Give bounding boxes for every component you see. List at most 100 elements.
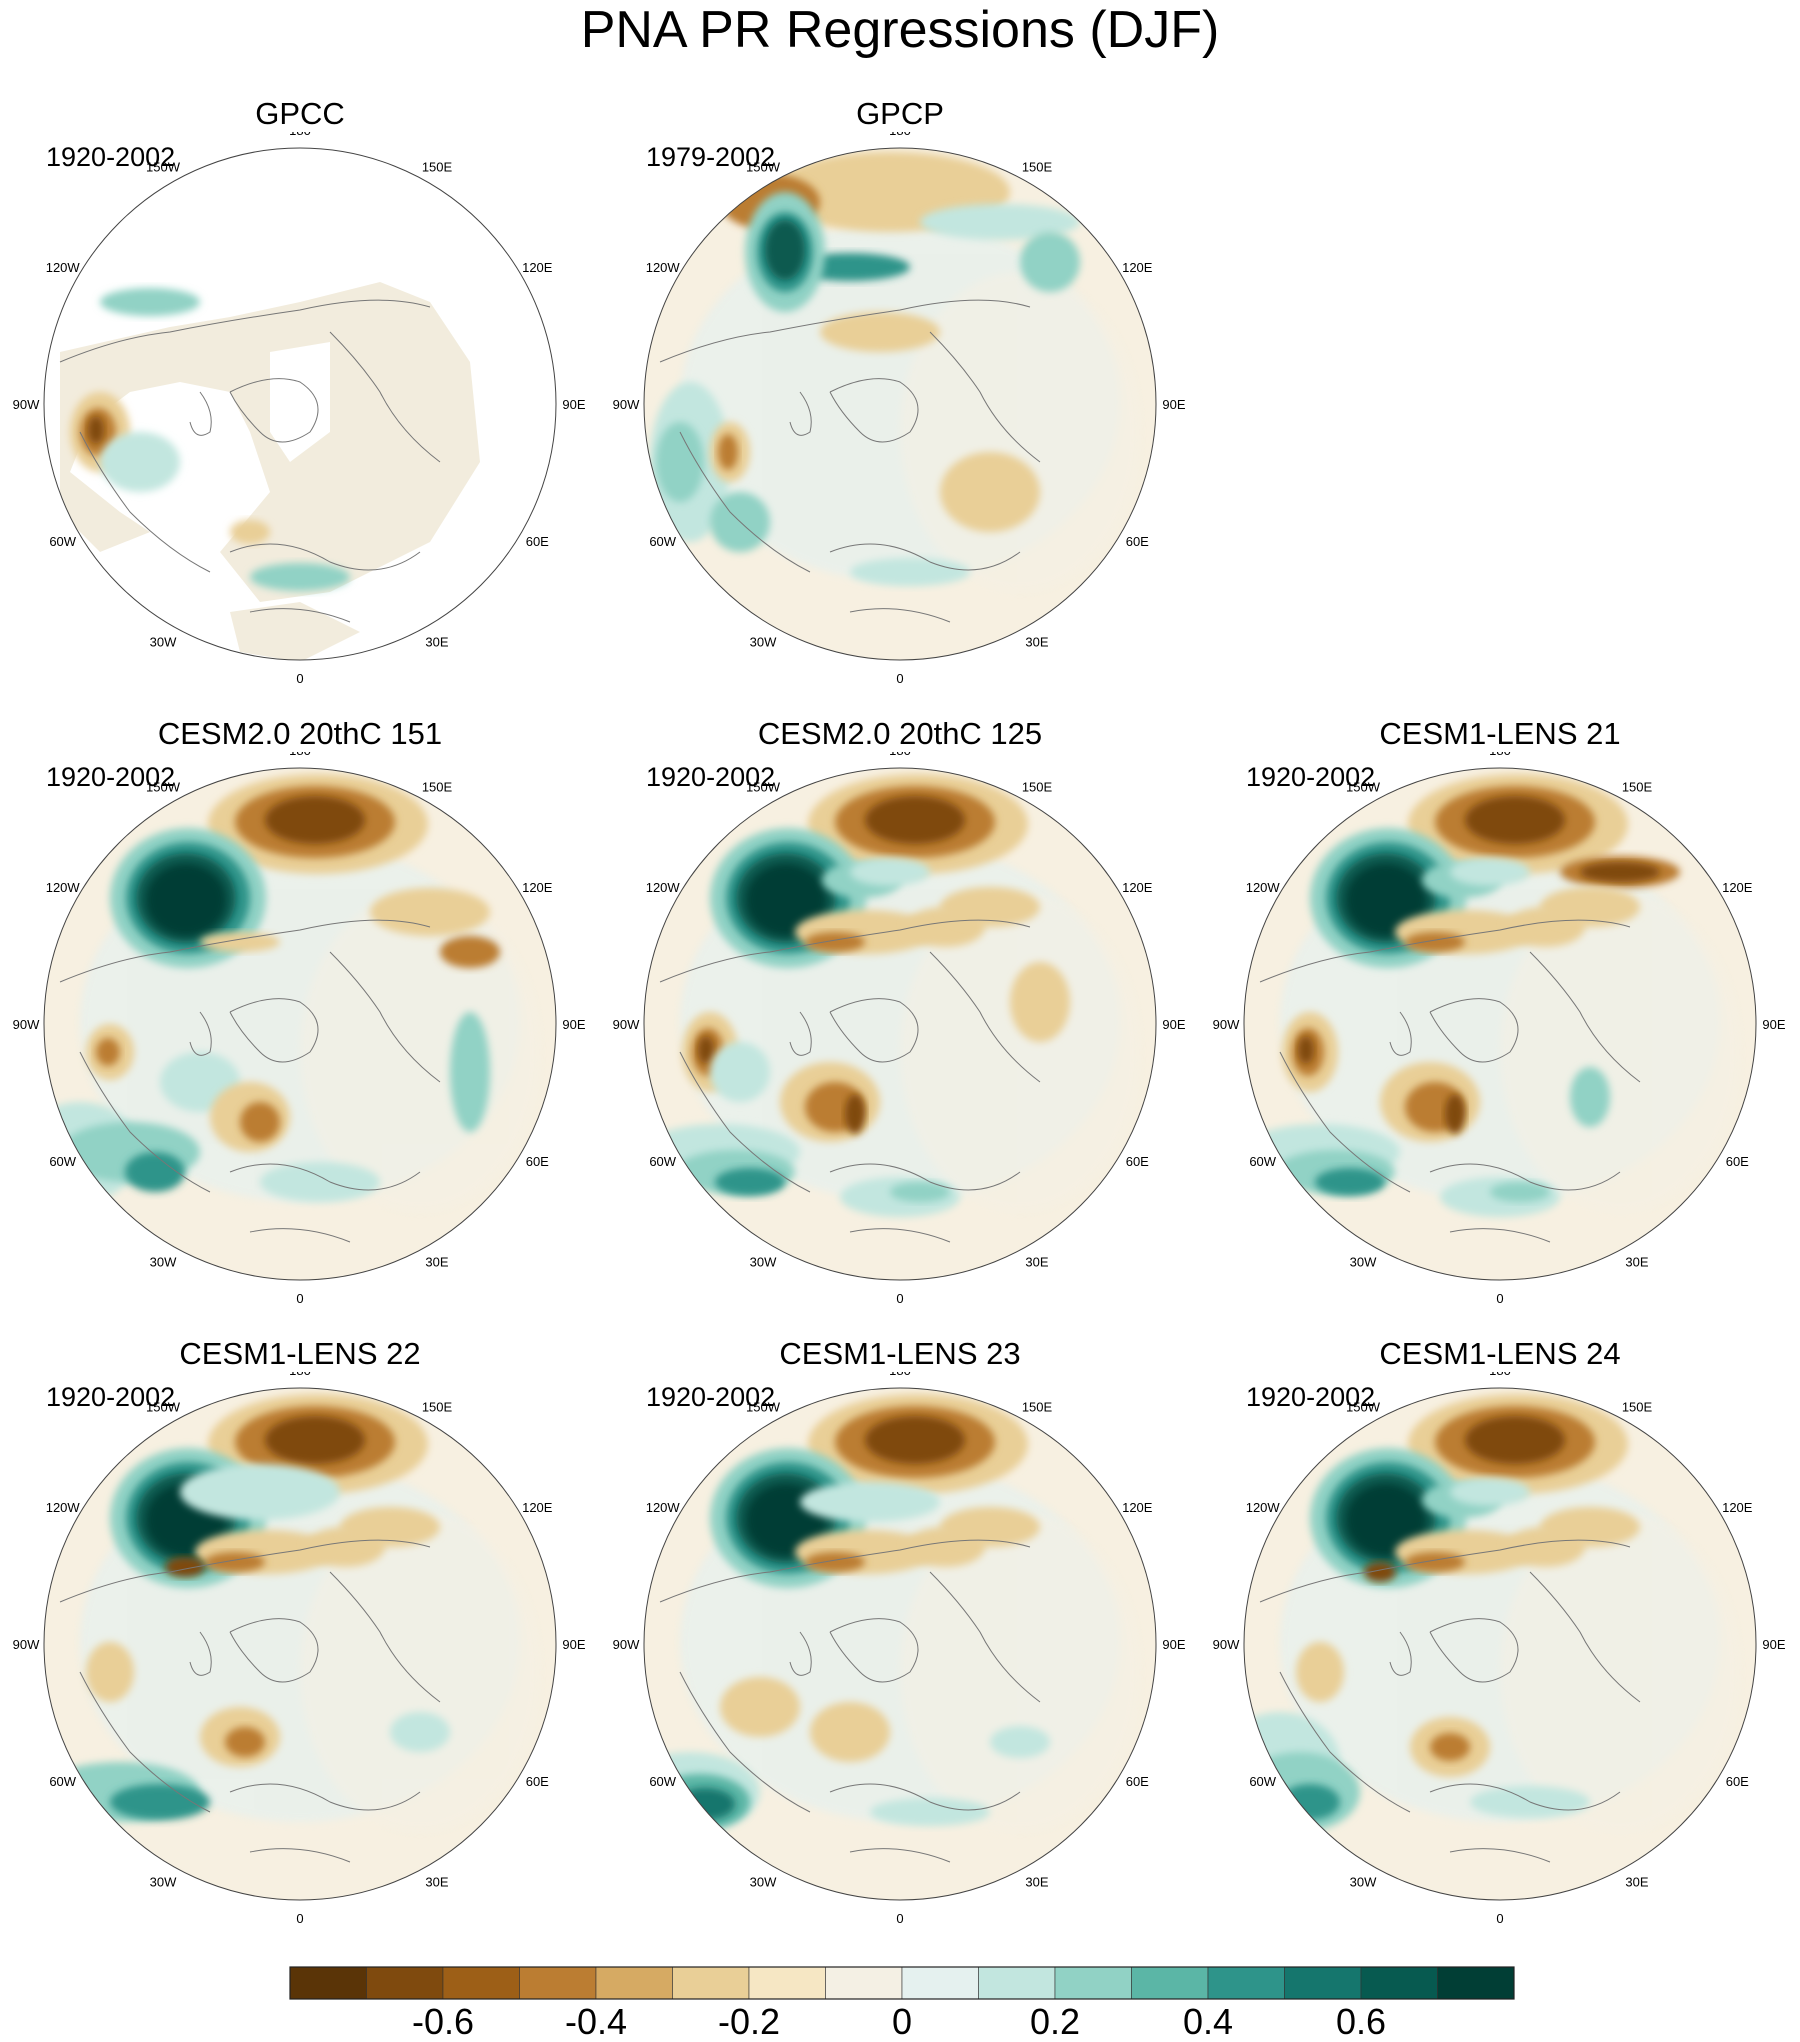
regression-field-patch — [1540, 887, 1640, 927]
longitude-label: 90E — [1762, 1017, 1785, 1032]
longitude-label: 150W — [1346, 780, 1381, 795]
longitude-label: 0 — [1496, 1291, 1503, 1306]
panel-title: CESM1-LENS 24 — [1379, 1336, 1621, 1371]
longitude-label: 150E — [1022, 160, 1053, 175]
polar-map: 180 150E 120E 90E 60E 30E 0 30W 60W 90W 120W 150W — [613, 752, 1186, 1306]
colorbar-swatch — [442, 1966, 520, 2000]
regression-field-patch — [656, 422, 704, 502]
panel-title: CESM1-LENS 21 — [1379, 716, 1621, 751]
regression-field-patch — [200, 932, 280, 952]
longitude-label: 150W — [1346, 1400, 1381, 1415]
panel-title: CESM2.0 20thC 151 — [157, 716, 443, 751]
map-field — [1244, 1388, 1756, 1900]
longitude-label: 90E — [1162, 1017, 1185, 1032]
panel-period: 1920-2002 — [46, 142, 176, 172]
regression-field-patch — [1570, 1067, 1610, 1127]
longitude-label: 90E — [1762, 1637, 1785, 1652]
regression-field-patch — [265, 1416, 365, 1464]
regression-field-patch — [180, 1464, 340, 1520]
regression-field-patch — [340, 1507, 440, 1547]
regression-field-patch — [715, 1168, 785, 1196]
map-field — [44, 148, 556, 660]
regression-field-patch — [810, 1702, 890, 1762]
panel-period: 1920-2002 — [646, 1382, 776, 1412]
panel-period: 1979-2002 — [646, 142, 776, 172]
panel-title: GPCC — [255, 96, 345, 131]
regression-field-patch — [805, 932, 865, 952]
longitude-label: 30E — [425, 634, 448, 649]
longitude-label: 180 — [1489, 1372, 1511, 1378]
coastlines — [659, 1539, 1041, 1863]
regression-field-patch — [890, 1182, 950, 1202]
regression-field-patch — [390, 1712, 450, 1752]
colorbar-swatch — [978, 1966, 1056, 2000]
longitude-label: 150E — [1022, 780, 1053, 795]
longitude-label: 60E — [1126, 534, 1149, 549]
colorbar-tick-label: 0.6 — [1335, 2001, 1387, 2042]
longitude-label: 60W — [649, 1154, 676, 1169]
colorbar-swatch — [748, 1966, 826, 2000]
regression-field-patch — [1450, 1478, 1530, 1506]
longitude-label: 120E — [1722, 880, 1753, 895]
longitude-label: 180 — [289, 132, 311, 138]
longitude-label: 180 — [289, 752, 311, 758]
polar-map: 180 150E 120E 90E 60E 30E 0 30W 60W 90W 120W 150W — [13, 752, 586, 1306]
colorbar-tick-label: 0 — [891, 2001, 913, 2042]
colorbar-tick-label: -0.4 — [564, 2001, 628, 2042]
longitude-label: 90W — [13, 1017, 40, 1032]
regression-field-patch — [1346, 864, 1426, 936]
longitude-label: 120W — [646, 1500, 681, 1515]
map-border — [43, 1387, 557, 1901]
longitude-label: 0 — [296, 1291, 303, 1306]
longitude-label: 90W — [613, 397, 640, 412]
greenland-mask — [270, 342, 330, 462]
longitude-label: 30W — [150, 1254, 177, 1269]
longitude-label: 30E — [1625, 1874, 1648, 1889]
regression-field-patch — [230, 520, 270, 544]
regression-field-patch — [450, 1012, 490, 1132]
map-border — [43, 147, 557, 661]
longitude-label: 90W — [613, 1637, 640, 1652]
panel-cesm2-125: CESM2.0 20thC 125 1920-2002 180 150E 120E 9… — [600, 716, 1200, 1316]
regression-field-patch — [96, 1038, 120, 1066]
longitude-label: 90W — [13, 397, 40, 412]
longitude-label: 180 — [889, 132, 911, 138]
polar-map: 180 150E 120E 90E 60E 30E 0 30W 60W 90W 120W 150W — [13, 1372, 586, 1926]
regression-field-patch — [845, 1094, 865, 1134]
regression-field-patch — [1405, 1552, 1465, 1572]
coastlines — [1259, 919, 1641, 1243]
longitude-label: 90W — [613, 1017, 640, 1032]
colorbar-swatch — [1131, 1966, 1209, 2000]
panel-cesm1-lens-21: CESM1-LENS 21 1920-2002 180 150E 120E 90E 60… — [1200, 716, 1800, 1316]
longitude-label: 90E — [1162, 397, 1185, 412]
map-field — [644, 1388, 1156, 1900]
map-field — [644, 148, 1156, 660]
longitude-label: 180 — [889, 752, 911, 758]
map-border — [643, 767, 1157, 1281]
longitude-label: 150W — [746, 160, 781, 175]
longitude-label: 60E — [1726, 1154, 1749, 1169]
polar-map: 180 150E 120E 90E 60E 30E 0 30W 60W 90W 120W 150W — [1213, 752, 1786, 1306]
longitude-label: 150W — [146, 780, 181, 795]
regression-field-patch — [940, 1507, 1040, 1547]
regression-field-patch — [850, 858, 930, 886]
regression-field-patch — [865, 1416, 965, 1464]
regression-field-patch — [1540, 1507, 1640, 1547]
longitude-label: 150E — [422, 1400, 453, 1415]
longitude-label: 0 — [896, 671, 903, 686]
polar-map: 180 150E 120E 90E 60E 30E 0 30W 60W 90W 120W 150W — [613, 132, 1186, 686]
longitude-label: 120W — [646, 880, 681, 895]
regression-field-patch — [1315, 1168, 1385, 1196]
longitude-label: 30E — [1025, 1874, 1048, 1889]
longitude-label: 150E — [422, 780, 453, 795]
longitude-label: 120E — [1122, 1500, 1153, 1515]
regression-field-patch — [240, 1102, 280, 1142]
regression-field-patch — [125, 1152, 185, 1192]
longitude-label: 60W — [49, 1154, 76, 1169]
colorbar-swatch — [1360, 1966, 1438, 2000]
longitude-label: 180 — [889, 1372, 911, 1378]
longitude-label: 180 — [289, 1372, 311, 1378]
regression-field-patch — [990, 1726, 1050, 1758]
longitude-label: 60W — [49, 1774, 76, 1789]
longitude-label: 90E — [562, 397, 585, 412]
